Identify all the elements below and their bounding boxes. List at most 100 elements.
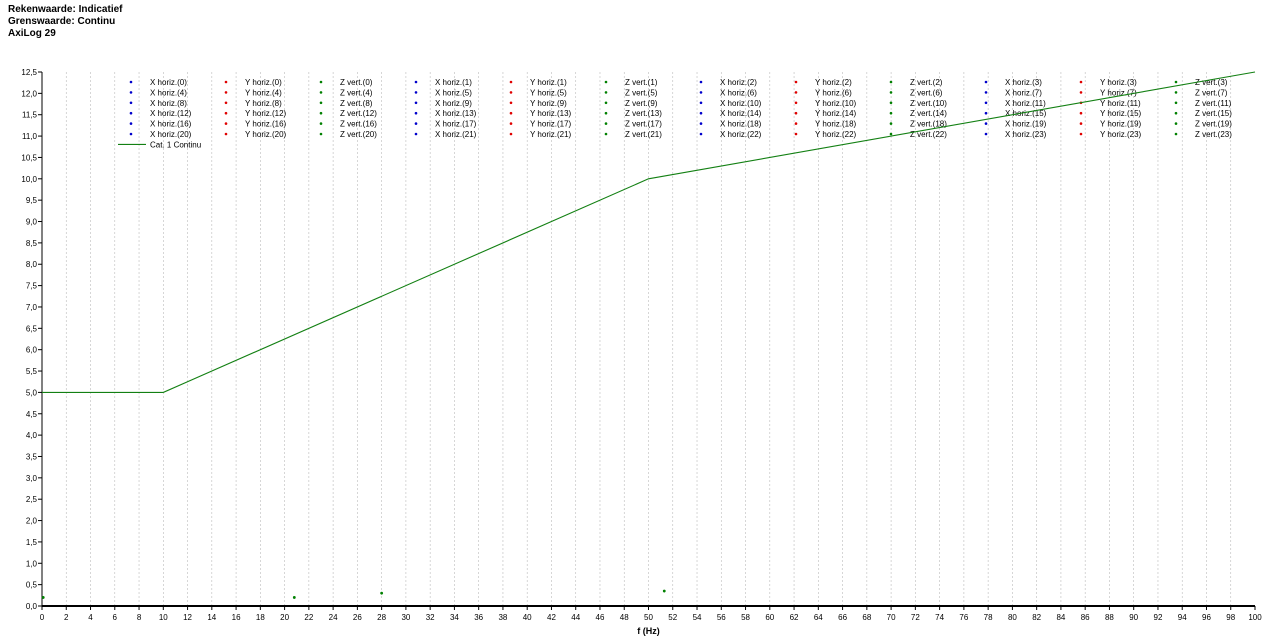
y-tick-label: 12,5 xyxy=(21,68,37,77)
legend-marker xyxy=(699,91,703,94)
y-tick-label: 2,5 xyxy=(26,495,38,504)
legend-marker xyxy=(1174,80,1178,84)
x-tick-label: 66 xyxy=(838,613,847,622)
x-tick-label: 58 xyxy=(741,613,750,622)
legend-label: Z vert.(5) xyxy=(625,88,658,97)
y-tick-label: 3,5 xyxy=(26,452,38,461)
legend-label: Y horiz.(9) xyxy=(530,99,567,108)
legend-marker xyxy=(509,91,513,94)
legend-marker xyxy=(889,80,893,84)
legend-label: Y horiz.(0) xyxy=(245,78,282,87)
legend-marker xyxy=(319,122,323,125)
legend-label: Y horiz.(19) xyxy=(1100,120,1142,129)
legend-marker xyxy=(319,80,323,84)
x-tick-label: 40 xyxy=(523,613,532,622)
legend-label: Y horiz.(20) xyxy=(245,130,287,139)
y-tick-label: 3,0 xyxy=(26,474,38,483)
legend-label: X horiz.(0) xyxy=(150,78,187,87)
legend-marker xyxy=(414,101,418,105)
legend-label: Z vert.(0) xyxy=(340,78,373,87)
y-tick-label: 0,5 xyxy=(26,581,38,590)
x-tick-label: 4 xyxy=(88,613,93,622)
legend-marker xyxy=(889,101,893,105)
chart-header: Rekenwaarde: Indicatief Grenswaarde: Con… xyxy=(8,4,122,40)
x-tick-label: 74 xyxy=(935,613,944,622)
legend-line-label: Cat. 1 Continu xyxy=(150,140,201,149)
x-tick-label: 80 xyxy=(1008,613,1017,622)
legend-label: X horiz.(14) xyxy=(720,109,762,118)
y-tick-label: 11,5 xyxy=(22,111,38,120)
y-tick-label: 5,5 xyxy=(26,367,38,376)
x-tick-label: 60 xyxy=(765,613,774,622)
x-tick-label: 94 xyxy=(1178,613,1187,622)
legend-label: Y horiz.(21) xyxy=(530,130,572,139)
legend-marker xyxy=(1174,101,1178,105)
y-tick-label: 4,5 xyxy=(26,410,38,419)
legend-marker xyxy=(699,80,703,84)
legend-label: X horiz.(5) xyxy=(435,88,472,97)
legend-marker xyxy=(129,101,133,105)
legend-label: Z vert.(8) xyxy=(340,99,373,108)
legend-label: X horiz.(9) xyxy=(435,99,472,108)
legend-marker xyxy=(509,101,513,105)
x-tick-label: 12 xyxy=(183,613,192,622)
legend-marker xyxy=(1174,122,1178,125)
legend-label: Z vert.(13) xyxy=(625,109,662,118)
legend-marker xyxy=(889,91,893,94)
x-tick-label: 2 xyxy=(64,613,69,622)
data-point xyxy=(292,596,296,599)
legend-label: X horiz.(8) xyxy=(150,99,187,108)
legend-marker xyxy=(414,132,418,136)
legend-label: Y horiz.(5) xyxy=(530,88,567,97)
legend-label: Y horiz.(1) xyxy=(530,78,567,87)
legend-label: X horiz.(12) xyxy=(150,109,192,118)
legend-label: Y horiz.(18) xyxy=(815,120,857,129)
legend-label: X horiz.(6) xyxy=(720,88,757,97)
legend-label: Y horiz.(4) xyxy=(245,88,282,97)
x-tick-label: 44 xyxy=(571,613,580,622)
legend-marker xyxy=(509,111,513,115)
legend-marker xyxy=(1174,91,1178,94)
x-tick-label: 10 xyxy=(159,613,168,622)
legend-label: Y horiz.(10) xyxy=(815,99,857,108)
x-tick-label: 46 xyxy=(596,613,605,622)
legend-label: Y horiz.(2) xyxy=(815,78,852,87)
legend-label: Y horiz.(16) xyxy=(245,120,287,129)
y-tick-label: 0,0 xyxy=(26,602,38,611)
legend-marker xyxy=(414,91,418,94)
legend-marker xyxy=(224,122,228,125)
legend-marker xyxy=(509,122,513,125)
legend-label: Z vert.(7) xyxy=(1195,88,1228,97)
legend-marker xyxy=(794,101,798,105)
legend-marker xyxy=(414,111,418,115)
data-point xyxy=(662,589,666,593)
legend-marker xyxy=(1079,111,1083,115)
x-tick-label: 34 xyxy=(450,613,459,622)
legend-marker xyxy=(889,111,893,115)
legend-label: Z vert.(16) xyxy=(340,120,377,129)
legend-marker xyxy=(984,122,988,125)
legend-label: X horiz.(11) xyxy=(1005,99,1046,108)
legend-marker xyxy=(414,80,418,84)
legend-marker xyxy=(604,111,608,115)
y-tick-label: 7,0 xyxy=(26,303,38,312)
legend-label: Z vert.(9) xyxy=(625,99,658,108)
legend-marker xyxy=(604,132,608,136)
x-tick-label: 38 xyxy=(498,613,507,622)
legend-marker xyxy=(224,111,228,115)
x-tick-label: 36 xyxy=(474,613,483,622)
x-axis-label: f (Hz) xyxy=(637,626,660,636)
legend-label: Z vert.(22) xyxy=(910,130,947,139)
x-tick-label: 16 xyxy=(232,613,241,622)
legend-marker xyxy=(129,111,133,115)
legend-label: X horiz.(19) xyxy=(1005,120,1047,129)
x-tick-label: 42 xyxy=(547,613,556,622)
legend-marker xyxy=(319,111,323,115)
legend-label: Z vert.(15) xyxy=(1195,109,1232,118)
legend-marker xyxy=(794,111,798,115)
x-tick-label: 78 xyxy=(984,613,993,622)
legend-marker xyxy=(1174,111,1178,115)
legend-label: Z vert.(23) xyxy=(1195,130,1232,139)
legend-marker xyxy=(984,111,988,115)
